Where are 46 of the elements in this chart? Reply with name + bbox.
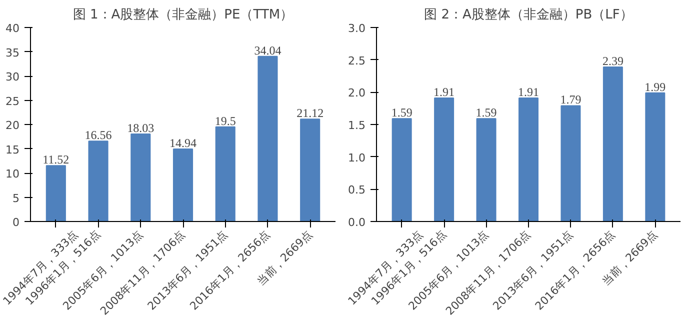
y-tick-label: 0.0 <box>348 216 366 229</box>
bar <box>476 118 496 222</box>
data-label: 14.94 <box>170 136 196 150</box>
data-label: 2.39 <box>602 54 624 68</box>
y-tick-label: 30 <box>6 70 20 84</box>
y-tick-label: 20 <box>6 119 20 132</box>
data-label: 11.52 <box>42 152 70 167</box>
y-tick-label: 35 <box>6 46 20 60</box>
bar <box>215 126 236 222</box>
data-label: 16.56 <box>84 128 112 142</box>
data-label: 1.91 <box>434 84 455 99</box>
data-label: 1.59 <box>391 106 412 120</box>
bar <box>46 165 66 222</box>
data-label: 18.03 <box>127 121 154 136</box>
bar <box>518 97 538 222</box>
y-tick-label: 5 <box>12 192 20 205</box>
y-tick-label: 25 <box>6 94 20 108</box>
data-label: 1.91 <box>518 84 539 99</box>
data-label: 19.5 <box>214 114 236 128</box>
chart-title: 图 2：A股整体（非金融）PB（LF） <box>424 8 633 22</box>
data-label: 1.99 <box>644 80 666 94</box>
y-tick-label: 40 <box>6 22 20 35</box>
data-label: 1.79 <box>560 92 582 107</box>
data-label: 1.59 <box>476 106 497 120</box>
data-label: 34.04 <box>254 43 282 58</box>
y-tick-label: 2.5 <box>348 54 366 68</box>
bar <box>88 140 108 222</box>
bar <box>392 118 412 222</box>
y-tick-label: 2.0 <box>348 86 366 100</box>
bar <box>258 56 278 222</box>
bar <box>172 148 194 222</box>
y-tick-label: 3.0 <box>348 22 366 35</box>
y-tick-label: 0 <box>12 216 20 229</box>
y-tick-label: 10 <box>6 168 20 180</box>
y-tick-label: 1.5 <box>348 119 366 132</box>
y-tick-label: 1.0 <box>348 151 366 164</box>
bar <box>560 105 581 222</box>
bar <box>645 92 666 222</box>
chart-title: 图 1：A股整体（非金融）PE（TTM） <box>72 8 294 22</box>
bar <box>602 66 623 222</box>
bar <box>300 118 320 222</box>
bar <box>130 134 151 222</box>
bar <box>434 97 454 222</box>
data-label: 21.12 <box>296 106 324 120</box>
y-tick-label: 15 <box>6 143 20 156</box>
y-tick-label: 0.5 <box>348 184 366 197</box>
